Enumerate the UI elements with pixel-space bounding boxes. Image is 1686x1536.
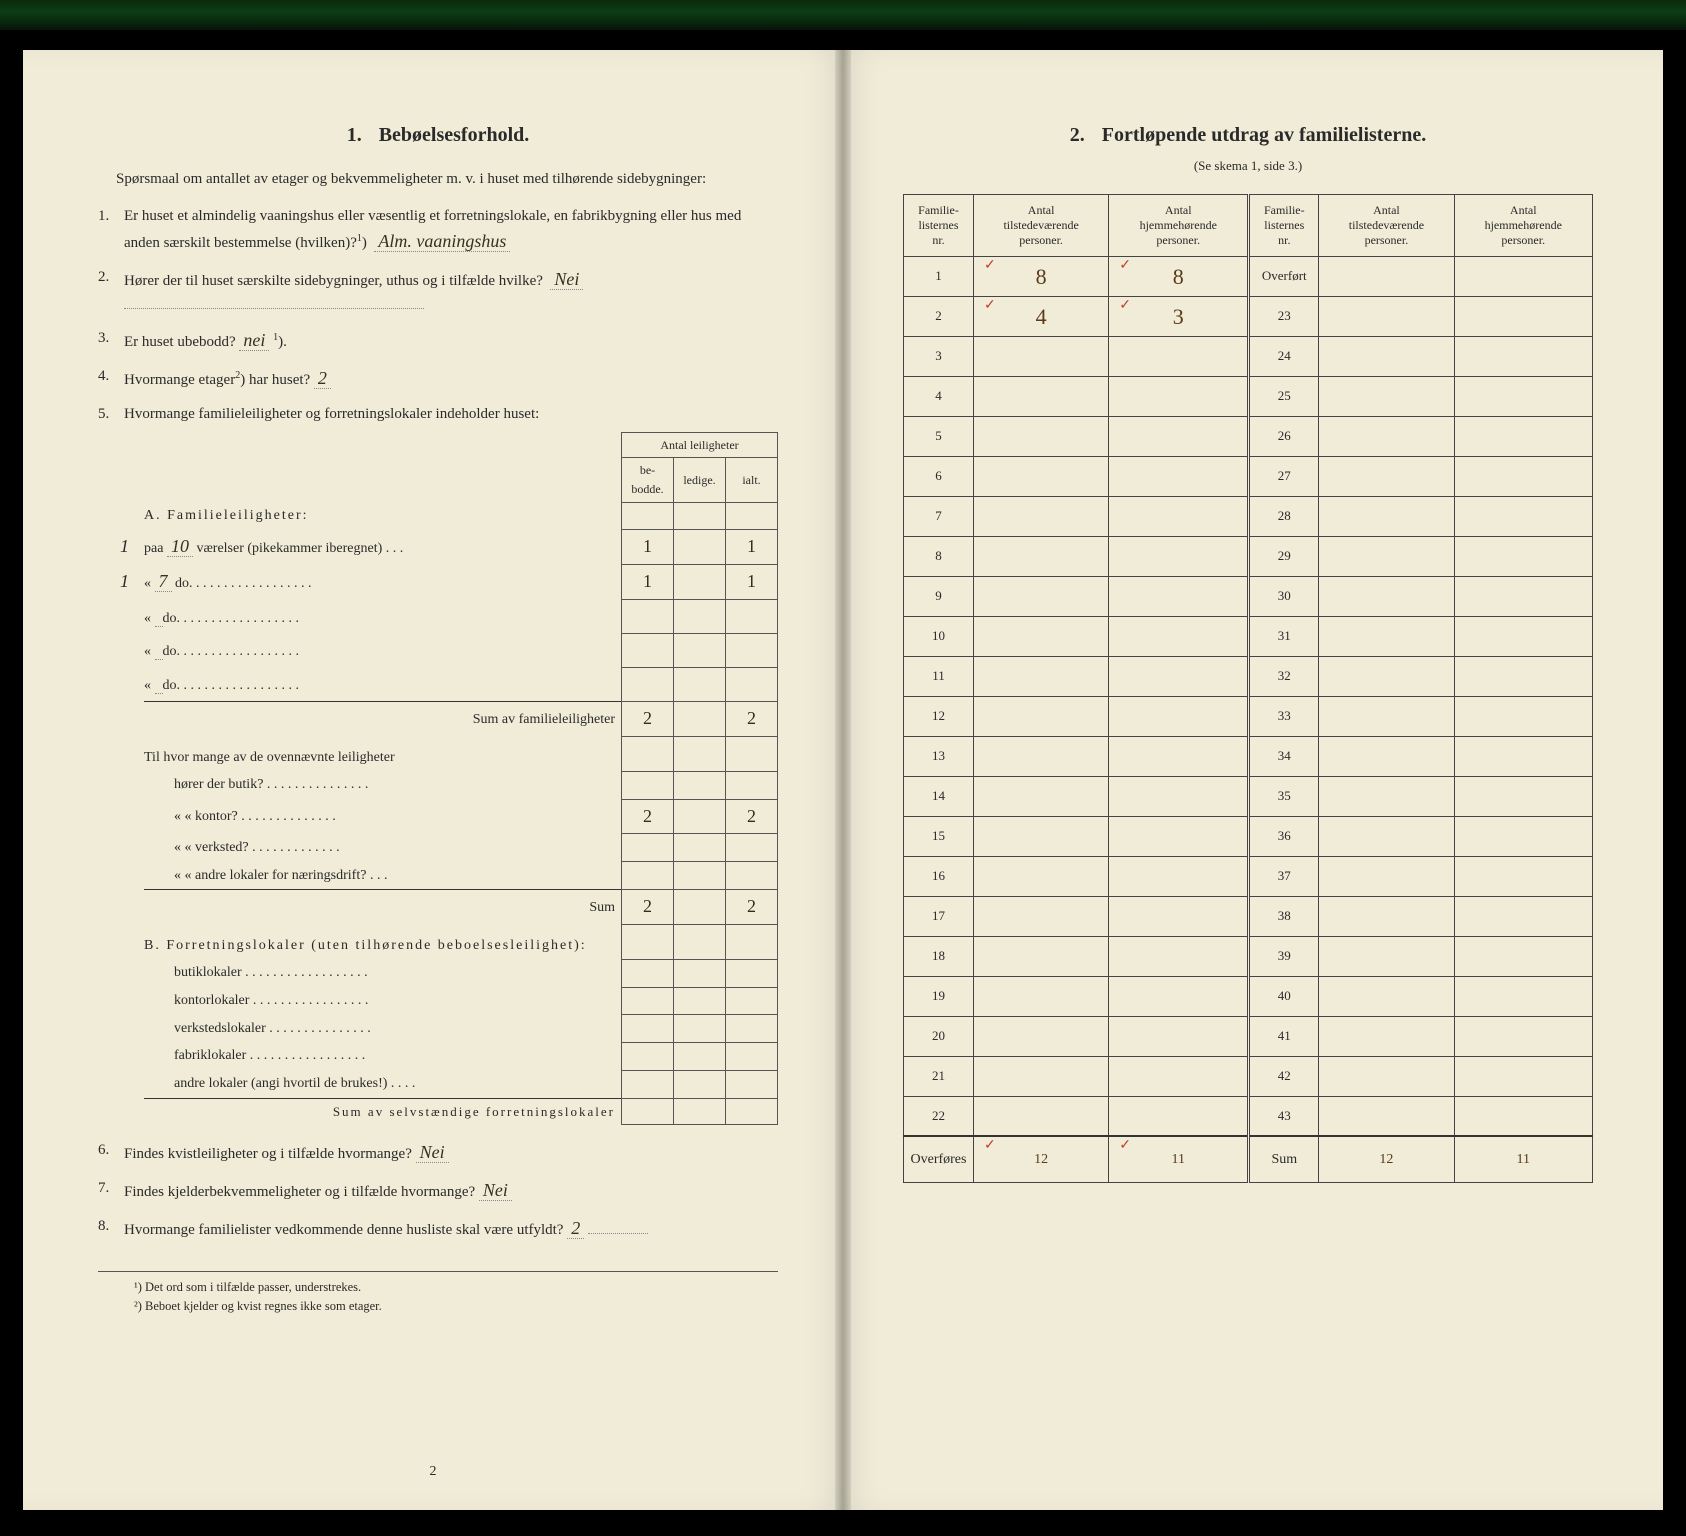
family-row: 4 25	[904, 376, 1593, 416]
footnotes: ¹) Det ord som i tilfælde passer, unders…	[98, 1271, 778, 1316]
family-row: 6 27	[904, 456, 1593, 496]
sum-assoc-row: Sum 2 2	[144, 890, 778, 925]
family-row: 19 40	[904, 976, 1593, 1016]
footer-sum-label: Sum	[1249, 1136, 1319, 1182]
hdr-nr-right: Familie-listernesnr.	[1249, 194, 1319, 256]
footer-overfores-label: Overføres	[904, 1136, 974, 1182]
family-row: 7 28	[904, 496, 1593, 536]
family-row: 20 41	[904, 1016, 1593, 1056]
familieleilighet-row: « do. . . . . . . . . . . . . . . . . .	[144, 600, 778, 634]
familieleilighet-row: 1 « 7 do. . . . . . . . . . . . . . . . …	[144, 565, 778, 600]
family-row: 5 26	[904, 416, 1593, 456]
footer-hjem-left: 11	[1109, 1136, 1249, 1182]
question-7: 7. Findes kjelderbekvemmeligheter og i t…	[124, 1177, 778, 1205]
forretningslokale-row: verkstedslokaler . . . . . . . . . . . .…	[144, 1015, 778, 1043]
familieleilighet-row: « do. . . . . . . . . . . . . . . . . .	[144, 633, 778, 667]
family-row: 21 42	[904, 1056, 1593, 1096]
question-1: 1. Er huset et almindelig vaaningshus el…	[124, 205, 778, 256]
family-row: 15 36	[904, 816, 1593, 856]
family-row: 17 38	[904, 896, 1593, 936]
forretningslokale-row: butiklokaler . . . . . . . . . . . . . .…	[144, 959, 778, 987]
leiligheter-table: Antal leiligheter be-bodde. ledige. ialt…	[144, 432, 778, 1126]
family-row: 11 32	[904, 656, 1593, 696]
col-ialt: ialt.	[726, 458, 778, 502]
family-row: 2 4 3 23	[904, 296, 1593, 336]
assoc-row: « « andre lokaler for næringsdrift? . . …	[144, 862, 778, 890]
forretningslokale-row: andre lokaler (angi hvortil de brukes!) …	[144, 1070, 778, 1098]
footer-hjem-right: 11	[1454, 1136, 1592, 1182]
question-4: 4. Hvormange etager2) har huset? 2	[124, 365, 778, 393]
left-page: 1. Bebøelsesforhold. Spørsmaal om antall…	[23, 50, 843, 1510]
right-section-title: 2. Fortløpende utdrag av familielisterne…	[903, 120, 1593, 150]
q3-answer: nei	[239, 330, 269, 351]
forretningslokale-row: fabriklokaler . . . . . . . . . . . . . …	[144, 1042, 778, 1070]
col-bebodde: be-bodde.	[622, 458, 674, 502]
hdr-tilst-right: Antaltilstedeværendepersoner.	[1319, 194, 1454, 256]
right-section-heading: Fortløpende utdrag av familielisterne.	[1102, 124, 1426, 146]
footnote-1: ¹) Det ord som i tilfælde passer, unders…	[156, 1278, 778, 1297]
q4-answer: 2	[314, 368, 331, 389]
right-subtitle: (Se skema 1, side 3.)	[903, 156, 1593, 176]
top-border-stripe	[0, 0, 1686, 30]
assoc-row: hører der butik? . . . . . . . . . . . .…	[144, 771, 778, 799]
question-list: 1. Er huset et almindelig vaaningshus el…	[98, 205, 778, 1244]
family-row: 8 29	[904, 536, 1593, 576]
section-a-heading-row: A. Familieleiligheter:	[144, 502, 778, 530]
sum-familieleiligheter-row: Sum av familieleiligheter 2 2	[144, 702, 778, 737]
q6-answer: Nei	[416, 1142, 449, 1163]
hdr-nr-left: Familie-listernesnr.	[904, 194, 974, 256]
hdr-tilst-left: Antaltilstedeværendepersoner.	[974, 194, 1109, 256]
right-page: 2. Fortløpende utdrag av familielisterne…	[843, 50, 1663, 1510]
section-b-label-row: B. Forretningslokaler (uten tilhørende b…	[144, 925, 778, 960]
question-8: 8. Hvormange familielister vedkommende d…	[124, 1215, 778, 1243]
question-3: 3. Er huset ubebodd? nei 1).	[124, 327, 778, 355]
family-row: 22 43	[904, 1096, 1593, 1136]
left-section-number: 1.	[347, 120, 362, 150]
q2-answer: Nei	[550, 269, 583, 290]
hdr-hjem-left: Antalhjemmehørendepersoner.	[1109, 194, 1249, 256]
family-row: 18 39	[904, 936, 1593, 976]
assoc-row: « « verksted? . . . . . . . . . . . . .	[144, 834, 778, 862]
page-number: 2	[430, 1461, 437, 1482]
q7-answer: Nei	[479, 1180, 512, 1201]
family-row: 10 31	[904, 616, 1593, 656]
sum-forretningslokaler-row: Sum av selvstændige forretningslokaler	[144, 1098, 778, 1125]
between-label-row: Til hvor mange av de ovennævnte leilighe…	[144, 737, 778, 772]
q8-answer: 2	[567, 1218, 584, 1239]
family-header-row: Familie-listernesnr. Antaltilstedeværend…	[904, 194, 1593, 256]
table-header-group: Antal leiligheter	[622, 432, 778, 458]
left-section-heading: Bebøelsesforhold.	[379, 124, 530, 146]
familieleilighet-row: 1 paa 10 værelser (pikekammer iberegnet)…	[144, 530, 778, 565]
q1-answer: Alm. vaaningshus	[374, 231, 510, 252]
family-row: 14 35	[904, 776, 1593, 816]
assoc-row: « « kontor? . . . . . . . . . . . . . . …	[144, 799, 778, 834]
family-row: 16 37	[904, 856, 1593, 896]
question-6: 6. Findes kvistleiligheter og i tilfælde…	[124, 1139, 778, 1167]
familieleilighet-row: « do. . . . . . . . . . . . . . . . . .	[144, 667, 778, 701]
footer-tilst-right: 12	[1319, 1136, 1454, 1182]
leiligheter-table-wrap: Antal leiligheter be-bodde. ledige. ialt…	[144, 432, 778, 1126]
family-row: 3 24	[904, 336, 1593, 376]
left-section-title: 1. Bebøelsesforhold.	[98, 120, 778, 150]
col-ledige: ledige.	[674, 458, 726, 502]
forretningslokale-row: kontorlokaler . . . . . . . . . . . . . …	[144, 987, 778, 1015]
question-5: 5. Hvormange familieleiligheter og forre…	[124, 403, 778, 1126]
hdr-hjem-right: Antalhjemmehørendepersoner.	[1454, 194, 1592, 256]
family-row: 13 34	[904, 736, 1593, 776]
book-spread: 1. Bebøelsesforhold. Spørsmaal om antall…	[23, 50, 1663, 1510]
right-section-number: 2.	[1070, 120, 1085, 150]
family-table: Familie-listernesnr. Antaltilstedeværend…	[903, 194, 1593, 1183]
question-2: 2. Hører der til huset særskilte sidebyg…	[124, 266, 778, 317]
family-row: 9 30	[904, 576, 1593, 616]
family-footer-row: Overføres 12 11 Sum 12 11	[904, 1136, 1593, 1182]
family-row: 1 8 8 Overført	[904, 256, 1593, 296]
footer-tilst-left: 12	[974, 1136, 1109, 1182]
footnote-2: ²) Beboet kjelder og kvist regnes ikke s…	[156, 1297, 778, 1316]
intro-paragraph: Spørsmaal om antallet av etager og bekve…	[98, 168, 778, 191]
family-row: 12 33	[904, 696, 1593, 736]
